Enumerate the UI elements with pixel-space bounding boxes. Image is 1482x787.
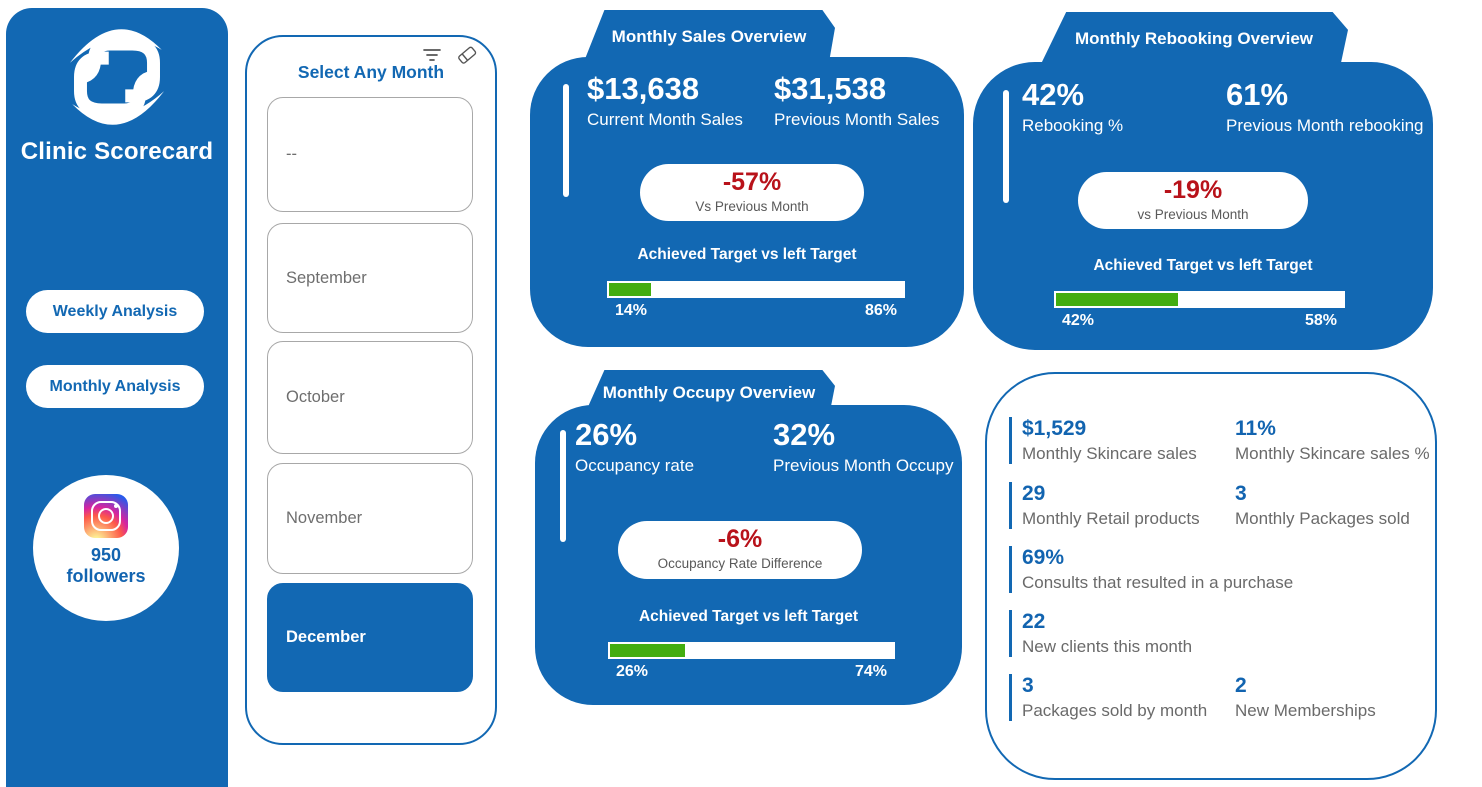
- sales-card-title: Monthly Sales Overview: [583, 10, 835, 64]
- followers-label: followers: [66, 566, 146, 586]
- occupancy-card-title: Monthly Occupy Overview: [583, 370, 835, 418]
- stat-consults-purchase: 69% Consults that resulted in a purchase: [1009, 546, 1293, 593]
- month-slicer: Select Any Month -- September October No…: [245, 35, 497, 745]
- sales-card: $13,638 Current Month Sales $31,538 Prev…: [530, 57, 964, 347]
- previous-month-sales-stat: $31,538 Previous Month Sales: [774, 71, 940, 129]
- rebooking-progress-labels: 42% 58%: [1062, 312, 1337, 329]
- month-option-november[interactable]: November: [267, 463, 473, 574]
- month-option-december[interactable]: December: [267, 583, 473, 692]
- current-month-sales-stat: $13,638 Current Month Sales: [587, 71, 743, 129]
- occupancy-card: 26% Occupancy rate 32% Previous Month Oc…: [535, 405, 962, 705]
- rebooking-progress-bar: [1054, 291, 1345, 308]
- previous-month-rebooking-stat: 61% Previous Month rebooking: [1226, 77, 1424, 135]
- rebooking-pct-stat: 42% Rebooking %: [1022, 77, 1124, 135]
- month-option-september[interactable]: September: [267, 223, 473, 333]
- sales-progress-labels: 14% 86%: [615, 302, 897, 319]
- occupancy-progress-fill: [610, 644, 685, 657]
- rebooking-card-title: Monthly Rebooking Overview: [1040, 12, 1348, 66]
- sales-delta-pill: -57% Vs Previous Month: [640, 164, 864, 221]
- brand-title: Clinic Scorecard: [20, 138, 214, 165]
- accent-bar: [563, 84, 569, 197]
- instagram-followers-badge[interactable]: 950 followers: [33, 475, 179, 621]
- month-option-october[interactable]: October: [267, 341, 473, 454]
- occupancy-progress-labels: 26% 74%: [616, 663, 887, 680]
- followers-count: 950: [90, 545, 122, 565]
- stat-monthly-skincare-sales-pct: 11% Monthly Skincare sales %: [1235, 417, 1430, 463]
- occupancy-progress-bar: [608, 642, 895, 659]
- sales-progress-fill: [609, 283, 651, 296]
- weekly-analysis-button[interactable]: Weekly Analysis: [26, 290, 204, 333]
- stat-packages-by-month: 3 Packages sold by month: [1009, 674, 1207, 721]
- rebooking-delta-pill: -19% vs Previous Month: [1078, 172, 1308, 229]
- sidebar: Clinic Scorecard Weekly Analysis Monthly…: [6, 8, 228, 787]
- rebooking-progress-fill: [1056, 293, 1179, 306]
- month-option-blank[interactable]: --: [267, 97, 473, 212]
- rebooking-card: 42% Rebooking % 61% Previous Month reboo…: [973, 62, 1433, 350]
- stat-new-clients: 22 New clients this month: [1009, 610, 1192, 657]
- occupancy-target-title: Achieved Target vs left Target: [638, 608, 859, 625]
- clinic-logo-icon: [69, 29, 165, 125]
- eraser-clear-icon[interactable]: [455, 44, 479, 66]
- previous-month-occupy-stat: 32% Previous Month Occupy: [773, 417, 954, 475]
- stat-monthly-retail-products: 29 Monthly Retail products: [1009, 482, 1200, 529]
- instagram-icon: [84, 494, 128, 538]
- monthly-stats-card: $1,529 Monthly Skincare sales 11% Monthl…: [985, 372, 1437, 780]
- sales-target-title: Achieved Target vs left Target: [637, 246, 857, 263]
- accent-bar: [1003, 90, 1009, 203]
- monthly-analysis-button[interactable]: Monthly Analysis: [26, 365, 204, 408]
- accent-bar: [560, 430, 566, 542]
- stat-monthly-skincare-sales: $1,529 Monthly Skincare sales: [1009, 417, 1197, 464]
- occupancy-delta-pill: -6% Occupancy Rate Difference: [618, 521, 862, 579]
- stat-new-memberships: 2 New Memberships: [1235, 674, 1376, 720]
- rebooking-target-title: Achieved Target vs left Target: [1093, 257, 1313, 274]
- slicer-title: Select Any Month: [297, 62, 445, 82]
- filter-icon[interactable]: [422, 47, 442, 64]
- slicer-header-icons: [422, 44, 479, 66]
- sales-progress-bar: [607, 281, 905, 298]
- occupancy-rate-stat: 26% Occupancy rate: [575, 417, 695, 475]
- stat-monthly-packages-sold: 3 Monthly Packages sold: [1235, 482, 1410, 528]
